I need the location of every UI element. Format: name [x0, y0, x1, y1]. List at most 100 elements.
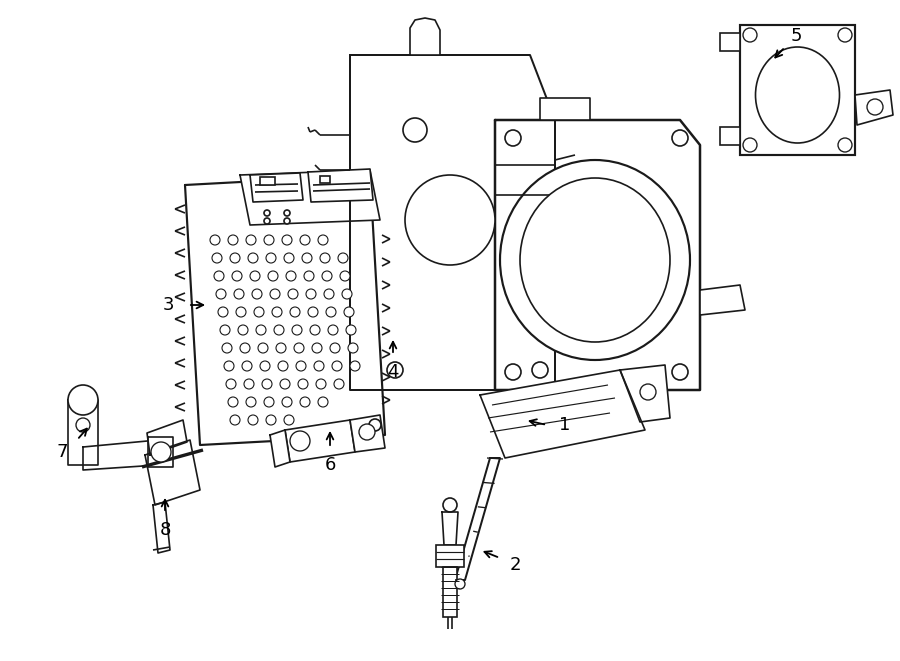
Circle shape	[672, 130, 688, 146]
Circle shape	[284, 210, 290, 216]
Circle shape	[250, 271, 260, 281]
Text: 1: 1	[559, 416, 571, 434]
Circle shape	[298, 379, 308, 389]
Circle shape	[300, 235, 310, 245]
Circle shape	[310, 325, 320, 335]
Ellipse shape	[500, 160, 690, 360]
Circle shape	[242, 361, 252, 371]
Circle shape	[312, 343, 322, 353]
Circle shape	[280, 379, 290, 389]
Polygon shape	[495, 120, 700, 390]
Bar	[260, 177, 275, 185]
Circle shape	[332, 361, 342, 371]
Circle shape	[324, 289, 334, 299]
Circle shape	[328, 325, 338, 335]
Circle shape	[296, 361, 306, 371]
Circle shape	[308, 307, 318, 317]
Ellipse shape	[755, 47, 840, 143]
Text: 6: 6	[324, 456, 336, 474]
Polygon shape	[148, 437, 173, 467]
Circle shape	[270, 289, 280, 299]
Text: 7: 7	[56, 443, 68, 461]
Polygon shape	[350, 55, 555, 390]
Circle shape	[252, 289, 262, 299]
Circle shape	[350, 361, 360, 371]
Circle shape	[326, 307, 336, 317]
Circle shape	[218, 307, 228, 317]
Polygon shape	[147, 420, 187, 455]
Circle shape	[532, 362, 548, 378]
Circle shape	[300, 397, 310, 407]
Circle shape	[290, 307, 300, 317]
Circle shape	[290, 431, 310, 451]
Ellipse shape	[520, 178, 670, 342]
Polygon shape	[240, 170, 380, 225]
Circle shape	[264, 210, 270, 216]
Polygon shape	[145, 440, 200, 505]
Text: 8: 8	[159, 521, 171, 539]
Bar	[436, 545, 464, 567]
Circle shape	[264, 397, 274, 407]
Polygon shape	[455, 458, 500, 580]
Circle shape	[260, 361, 270, 371]
Circle shape	[743, 138, 757, 152]
Circle shape	[838, 28, 852, 42]
Circle shape	[258, 343, 268, 353]
Circle shape	[224, 361, 234, 371]
Circle shape	[318, 397, 328, 407]
Circle shape	[342, 289, 352, 299]
Circle shape	[278, 361, 288, 371]
Circle shape	[210, 235, 220, 245]
Circle shape	[266, 415, 276, 425]
Circle shape	[338, 253, 348, 263]
Circle shape	[222, 343, 232, 353]
Circle shape	[272, 307, 282, 317]
Polygon shape	[83, 440, 158, 470]
Circle shape	[240, 343, 250, 353]
Polygon shape	[153, 502, 170, 553]
Circle shape	[254, 307, 264, 317]
Circle shape	[505, 364, 521, 380]
Circle shape	[405, 175, 495, 265]
Circle shape	[212, 253, 222, 263]
Polygon shape	[250, 173, 303, 202]
Polygon shape	[185, 175, 385, 445]
Circle shape	[264, 235, 274, 245]
Circle shape	[340, 271, 350, 281]
Polygon shape	[540, 98, 590, 120]
Circle shape	[743, 28, 757, 42]
Circle shape	[838, 138, 852, 152]
Polygon shape	[410, 18, 440, 55]
Circle shape	[304, 271, 314, 281]
Circle shape	[228, 397, 238, 407]
Circle shape	[314, 361, 324, 371]
Circle shape	[330, 343, 340, 353]
Circle shape	[369, 419, 381, 431]
Circle shape	[220, 325, 230, 335]
Text: 5: 5	[790, 27, 802, 45]
Circle shape	[230, 415, 240, 425]
Circle shape	[359, 424, 375, 440]
Polygon shape	[68, 400, 98, 465]
Circle shape	[264, 218, 270, 224]
Circle shape	[348, 343, 358, 353]
Bar	[720, 33, 740, 51]
Circle shape	[288, 289, 298, 299]
Circle shape	[248, 253, 258, 263]
Circle shape	[316, 379, 326, 389]
Circle shape	[306, 289, 316, 299]
Circle shape	[232, 271, 242, 281]
Circle shape	[214, 271, 224, 281]
Polygon shape	[442, 512, 458, 545]
Circle shape	[322, 271, 332, 281]
Circle shape	[318, 235, 328, 245]
Circle shape	[320, 253, 330, 263]
Circle shape	[282, 397, 292, 407]
Polygon shape	[308, 169, 373, 202]
Circle shape	[672, 364, 688, 380]
Circle shape	[334, 379, 344, 389]
Polygon shape	[855, 90, 893, 125]
Bar	[320, 176, 330, 183]
Circle shape	[282, 235, 292, 245]
Polygon shape	[480, 370, 645, 458]
